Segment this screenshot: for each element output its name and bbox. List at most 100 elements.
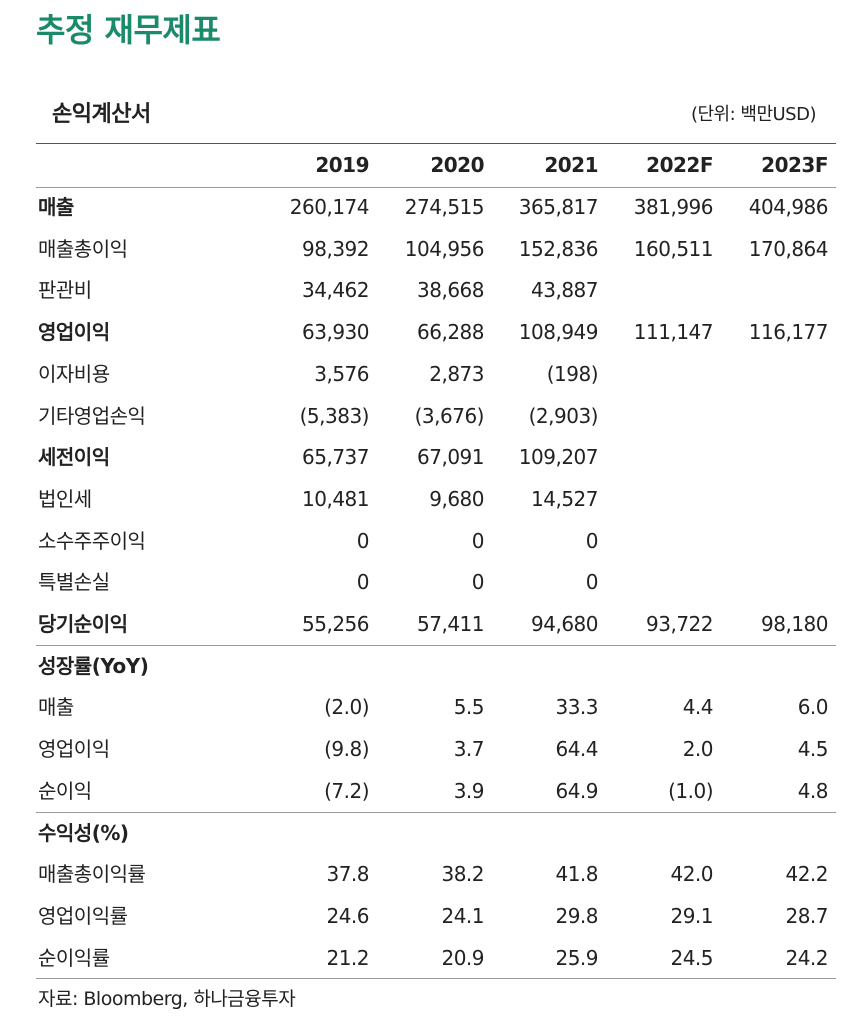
row-label: 기타영업손익 xyxy=(38,403,146,428)
cell: (3,676) xyxy=(414,403,485,428)
cell: 0 xyxy=(471,528,485,553)
cell: 170,864 xyxy=(748,236,829,261)
cell: 38,668 xyxy=(417,278,484,303)
cell: 29.1 xyxy=(670,903,713,928)
cell: 3.7 xyxy=(453,737,485,762)
cell: 24.1 xyxy=(441,903,484,928)
cell: 64.9 xyxy=(555,778,598,803)
row-label: 영업이익 xyxy=(38,737,110,762)
cell: 9,680 xyxy=(429,486,484,511)
cell: 28.7 xyxy=(785,903,828,928)
cell: 109,207 xyxy=(518,445,599,470)
column-header: 2023F xyxy=(761,153,828,177)
column-header: 2022F xyxy=(646,153,713,177)
row-label: 특별손실 xyxy=(38,570,110,595)
unit-note: (단위: 백만USD) xyxy=(690,104,817,125)
cell: 65,737 xyxy=(302,445,369,470)
cell: 29.8 xyxy=(555,903,598,928)
cell: 43,887 xyxy=(531,278,598,303)
cell: 2,873 xyxy=(429,361,484,386)
cell: 20.9 xyxy=(441,945,484,970)
cell: 98,180 xyxy=(761,612,828,636)
cell: (1.0) xyxy=(668,778,713,803)
cell: 3.9 xyxy=(453,778,485,803)
row-label: 판관비 xyxy=(38,278,92,303)
cell: 14,527 xyxy=(531,486,598,511)
row-label: 매출총이익 xyxy=(38,236,128,261)
cell: 38.2 xyxy=(441,862,484,887)
row-label: 영업이익률 xyxy=(38,903,128,928)
cell: 5.5 xyxy=(453,695,485,720)
cell: 0 xyxy=(585,570,599,595)
row-label: 이자비용 xyxy=(38,361,110,386)
cell: 108,949 xyxy=(518,320,599,345)
cell: 42.2 xyxy=(785,862,828,887)
cell: 41.8 xyxy=(555,862,598,887)
row-label: 매출 xyxy=(38,695,74,720)
cell: 4.8 xyxy=(797,778,829,803)
cell: (2.0) xyxy=(324,695,369,720)
cell: 34,462 xyxy=(302,278,369,303)
cell: 404,986 xyxy=(748,195,829,219)
cell: 24.2 xyxy=(785,945,828,970)
cell: 381,996 xyxy=(633,195,714,219)
section-title: 성장률(YoY) xyxy=(38,653,149,678)
cell: 57,411 xyxy=(417,612,484,636)
cell: 111,147 xyxy=(633,320,714,345)
cell: 42.0 xyxy=(670,862,713,887)
section-title: 수익성(%) xyxy=(38,820,129,845)
cell: (7.2) xyxy=(324,778,369,803)
cell: 33.3 xyxy=(555,695,598,720)
cell: 67,091 xyxy=(417,445,484,470)
row-label: 매출총이익률 xyxy=(38,862,146,887)
cell: 104,956 xyxy=(404,236,485,261)
cell: 37.8 xyxy=(326,862,369,887)
cell: 0 xyxy=(356,528,370,553)
cell: 2.0 xyxy=(682,737,714,762)
cell: 274,515 xyxy=(404,195,485,219)
column-header: 2021 xyxy=(544,153,598,177)
source-note: 자료: Bloomberg, 하나금융투자 xyxy=(38,988,296,1011)
table-title: 손익계산서 xyxy=(52,102,151,127)
cell: 94,680 xyxy=(531,612,598,636)
cell: (198) xyxy=(546,361,599,386)
row-label: 영업이익 xyxy=(38,320,110,345)
footer-rule xyxy=(36,978,836,980)
column-header: 2020 xyxy=(430,153,484,177)
row-label: 순이익 xyxy=(38,778,92,803)
row-label: 법인세 xyxy=(38,486,92,511)
page-title: 추정 재무제표 xyxy=(36,11,221,49)
top-rule xyxy=(36,143,836,144)
row-label: 당기순이익 xyxy=(38,612,128,636)
header-rule xyxy=(36,187,836,188)
cell: 152,836 xyxy=(518,236,599,261)
cell: 93,722 xyxy=(646,612,713,636)
row-label: 순이익률 xyxy=(38,945,110,970)
cell: 98,392 xyxy=(302,236,369,261)
section-rule xyxy=(36,644,836,646)
cell: 0 xyxy=(471,570,485,595)
cell: 66,288 xyxy=(417,320,484,345)
cell: (2,903) xyxy=(528,403,599,428)
cell: 55,256 xyxy=(302,612,369,636)
cell: 4.4 xyxy=(682,695,714,720)
row-label: 소수주주이익 xyxy=(38,528,146,553)
cell: 10,481 xyxy=(302,486,369,511)
cell: 0 xyxy=(585,528,599,553)
cell: 24.5 xyxy=(670,945,713,970)
cell: (9.8) xyxy=(324,737,369,762)
cell: 25.9 xyxy=(555,945,598,970)
row-label: 세전이익 xyxy=(38,445,110,470)
cell: 21.2 xyxy=(326,945,369,970)
cell: 24.6 xyxy=(326,903,369,928)
cell: 260,174 xyxy=(289,195,370,219)
cell: 0 xyxy=(356,570,370,595)
cell: 365,817 xyxy=(518,195,599,219)
cell: 6.0 xyxy=(797,695,829,720)
cell: 116,177 xyxy=(748,320,829,345)
column-header: 2019 xyxy=(315,153,369,177)
section-rule xyxy=(36,811,836,813)
cell: 160,511 xyxy=(633,236,714,261)
cell: (5,383) xyxy=(299,403,370,428)
